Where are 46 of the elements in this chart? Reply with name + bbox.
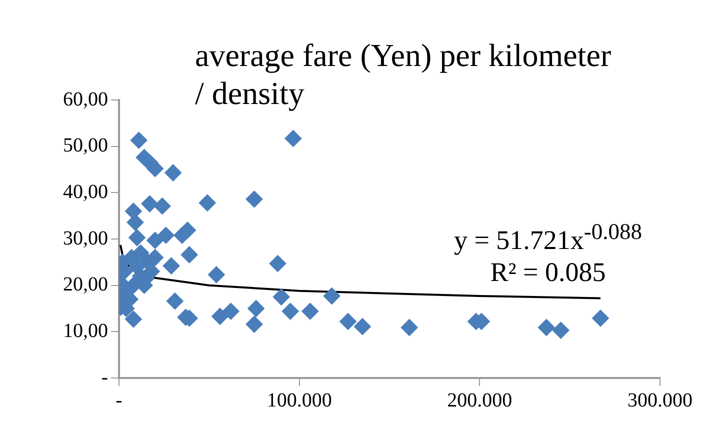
point xyxy=(132,244,150,262)
point xyxy=(284,130,302,147)
point xyxy=(538,318,555,336)
point xyxy=(248,300,265,317)
y-tick-label: 20,00 xyxy=(63,274,108,296)
point xyxy=(272,288,290,306)
y-tick-label: 50,00 xyxy=(63,134,108,157)
point xyxy=(164,164,182,182)
annotation: y = 51.721x$^{-0.088}$ xyxy=(452,218,644,256)
point xyxy=(302,302,319,320)
x-tick-label: 100.000 xyxy=(266,389,332,412)
chart-title: average fare (Yen) per kilometer / density xyxy=(195,36,612,112)
point xyxy=(141,195,158,212)
point xyxy=(400,318,418,336)
point xyxy=(592,310,609,327)
point xyxy=(222,302,240,320)
point xyxy=(246,316,263,333)
x-tick-label: 200.000 xyxy=(447,389,512,412)
point xyxy=(246,190,263,208)
x-tick-label: 300.000 xyxy=(628,389,692,412)
point xyxy=(130,132,148,149)
point xyxy=(157,226,174,244)
point xyxy=(354,318,371,336)
y-tick-label: 30,00 xyxy=(63,227,108,250)
point xyxy=(282,302,299,320)
point xyxy=(340,312,357,330)
y-tick-label: 40,00 xyxy=(63,180,108,203)
y-tick-label: 10,00 xyxy=(63,320,108,342)
point xyxy=(128,229,146,246)
point xyxy=(208,266,225,284)
point xyxy=(198,194,216,212)
point xyxy=(162,257,180,274)
y-tick-label: - xyxy=(101,366,108,388)
point xyxy=(126,214,144,231)
point xyxy=(211,308,228,325)
point xyxy=(166,292,184,310)
point xyxy=(154,198,171,215)
point xyxy=(124,310,142,328)
point xyxy=(146,232,164,249)
point xyxy=(180,246,198,264)
point xyxy=(269,255,286,272)
x-tick-label: - xyxy=(116,389,122,412)
point xyxy=(323,287,340,304)
point xyxy=(552,322,570,339)
y-tick-label: 60,00 xyxy=(63,88,108,110)
annotation: R² = 0.085 xyxy=(489,256,607,288)
